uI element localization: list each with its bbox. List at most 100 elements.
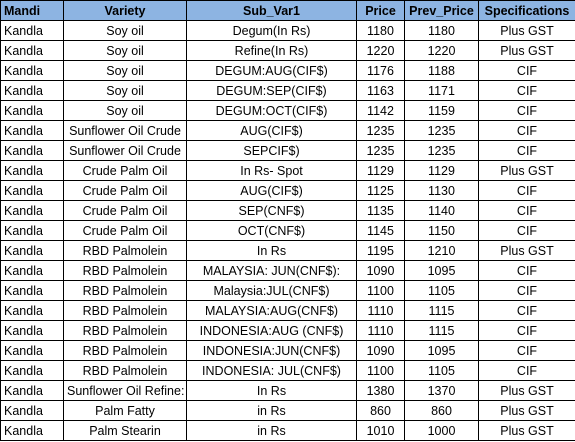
column-header: Price [356, 0, 405, 21]
table-cell: Kandla [0, 360, 64, 381]
table-cell: CIF [478, 360, 575, 381]
table-cell: INDONESIA:AUG (CNF$) [186, 320, 357, 341]
table-cell: In Rs- Spot [186, 160, 357, 181]
table-row: Kandla Soy oil DEGUM:AUG(CIF$) 1176 1188 CIF [0, 60, 575, 81]
table-row: Kandla Soy oil Refine(In Rs) 1220 1220 Plus G… [0, 40, 575, 61]
table-cell: CIF [478, 280, 575, 301]
table-body: Kandla Soy oil Degum(In Rs) 1180 1180 Plus GS… [0, 20, 575, 441]
table-cell: Kandla [0, 260, 64, 281]
table-cell: 1130 [404, 180, 479, 201]
table-cell: 1210 [404, 240, 479, 261]
table-cell: CIF [478, 60, 575, 81]
table-cell: MALAYSIA:AUG(CNF$) [186, 300, 357, 321]
table-cell: 1235 [404, 140, 479, 161]
table-cell: 1115 [404, 300, 479, 321]
table-cell: Kandla [0, 20, 64, 41]
column-header: Variety [63, 0, 187, 21]
table-cell: CIF [478, 180, 575, 201]
table-cell: RBD Palmolein [63, 280, 187, 301]
table-cell: Sunflower Oil Crude [63, 140, 187, 161]
table-cell: 1220 [356, 40, 405, 61]
table-cell: 1135 [356, 200, 405, 221]
table-cell: in Rs [186, 400, 357, 421]
table-cell: 1095 [404, 260, 479, 281]
table-cell: 1000 [404, 420, 479, 441]
table-cell: Kandla [0, 320, 64, 341]
table-cell: AUG(CIF$) [186, 120, 357, 141]
table-cell: in Rs [186, 420, 357, 441]
table-cell: Kandla [0, 300, 64, 321]
table-cell: Palm Fatty [63, 400, 187, 421]
table-cell: Crude Palm Oil [63, 160, 187, 181]
table-cell: OCT(CNF$) [186, 220, 357, 241]
table-cell: Kandla [0, 280, 64, 301]
table-cell: 1380 [356, 380, 405, 401]
table-cell: 860 [404, 400, 479, 421]
table-cell: Refine(In Rs) [186, 40, 357, 61]
table-cell: 1090 [356, 260, 405, 281]
table-cell: Kandla [0, 420, 64, 441]
table-cell: CIF [478, 300, 575, 321]
table-cell: 1235 [356, 140, 405, 161]
table-row: Kandla Sunflower Oil Crude SEPCIF$) 1235 123… [0, 140, 575, 161]
table-cell: Crude Palm Oil [63, 180, 187, 201]
table-cell: 1163 [356, 80, 405, 101]
table-row: Kandla Crude Palm Oil In Rs- Spot 1129 1129 P… [0, 160, 575, 181]
table-cell: SEPCIF$) [186, 140, 357, 161]
table-cell: CIF [478, 100, 575, 121]
table-cell: Sunflower Oil Refine: [63, 380, 187, 401]
table-row: Kandla RBD Palmolein INDONESIA:AUG (CNF$) 1… [0, 320, 575, 341]
table-cell: 1100 [356, 280, 405, 301]
table-cell: MALAYSIA: JUN(CNF$): [186, 260, 357, 281]
table-row: Kandla Palm Stearin in Rs 1010 1000 Plus GST [0, 420, 575, 441]
table-row: Kandla RBD Palmolein INDONESIA:JUN(CNF$) 10… [0, 340, 575, 361]
table-cell: 1159 [404, 100, 479, 121]
table-cell: Kandla [0, 380, 64, 401]
table-cell: Kandla [0, 100, 64, 121]
table-cell: RBD Palmolein [63, 360, 187, 381]
table-cell: In Rs [186, 240, 357, 261]
table-cell: CIF [478, 140, 575, 161]
table-cell: RBD Palmolein [63, 340, 187, 361]
table-row: Kandla Soy oil DEGUM:SEP(CIF$) 1163 1171 CIF [0, 80, 575, 101]
table-cell: 1125 [356, 180, 405, 201]
table-cell: CIF [478, 260, 575, 281]
table-row: Kandla Soy oil Degum(In Rs) 1180 1180 Plus GS… [0, 20, 575, 41]
table-row: Kandla Sunflower Oil Refine: In Rs 1380 1370… [0, 380, 575, 401]
table-cell: 1105 [404, 280, 479, 301]
table-cell: 1370 [404, 380, 479, 401]
table-cell: Soy oil [63, 40, 187, 61]
table-cell: Kandla [0, 120, 64, 141]
table-row: Kandla Palm Fatty in Rs 860 860 Plus GST [0, 400, 575, 421]
table-cell: CIF [478, 220, 575, 241]
table-cell: 1010 [356, 420, 405, 441]
table-cell: 1176 [356, 60, 405, 81]
table-cell: In Rs [186, 380, 357, 401]
header-row: Mandi Variety Sub_Var1 Price Prev_Price Speci… [0, 0, 575, 21]
table-cell: Kandla [0, 200, 64, 221]
table-cell: Kandla [0, 400, 64, 421]
column-header: Prev_Price [404, 0, 479, 21]
table-cell: 1129 [356, 160, 405, 181]
table-cell: DEGUM:AUG(CIF$) [186, 60, 357, 81]
table-cell: Kandla [0, 140, 64, 161]
table-cell: 1100 [356, 360, 405, 381]
table-cell: 1145 [356, 220, 405, 241]
table-cell: CIF [478, 340, 575, 361]
table-cell: Plus GST [478, 420, 575, 441]
table-cell: SEP(CNF$) [186, 200, 357, 221]
table-cell: Soy oil [63, 80, 187, 101]
table-cell: INDONESIA:JUN(CNF$) [186, 340, 357, 361]
table-cell: DEGUM:OCT(CIF$) [186, 100, 357, 121]
table-row: Kandla Soy oil DEGUM:OCT(CIF$) 1142 1159 CIF [0, 100, 575, 121]
table-cell: CIF [478, 320, 575, 341]
column-header: Mandi [0, 0, 64, 21]
table-row: Kandla Crude Palm Oil AUG(CIF$) 1125 1130 CIF [0, 180, 575, 201]
table-cell: Plus GST [478, 380, 575, 401]
table-cell: Plus GST [478, 40, 575, 61]
table-cell: Kandla [0, 220, 64, 241]
table-cell: Sunflower Oil Crude [63, 120, 187, 141]
table-cell: Kandla [0, 180, 64, 201]
